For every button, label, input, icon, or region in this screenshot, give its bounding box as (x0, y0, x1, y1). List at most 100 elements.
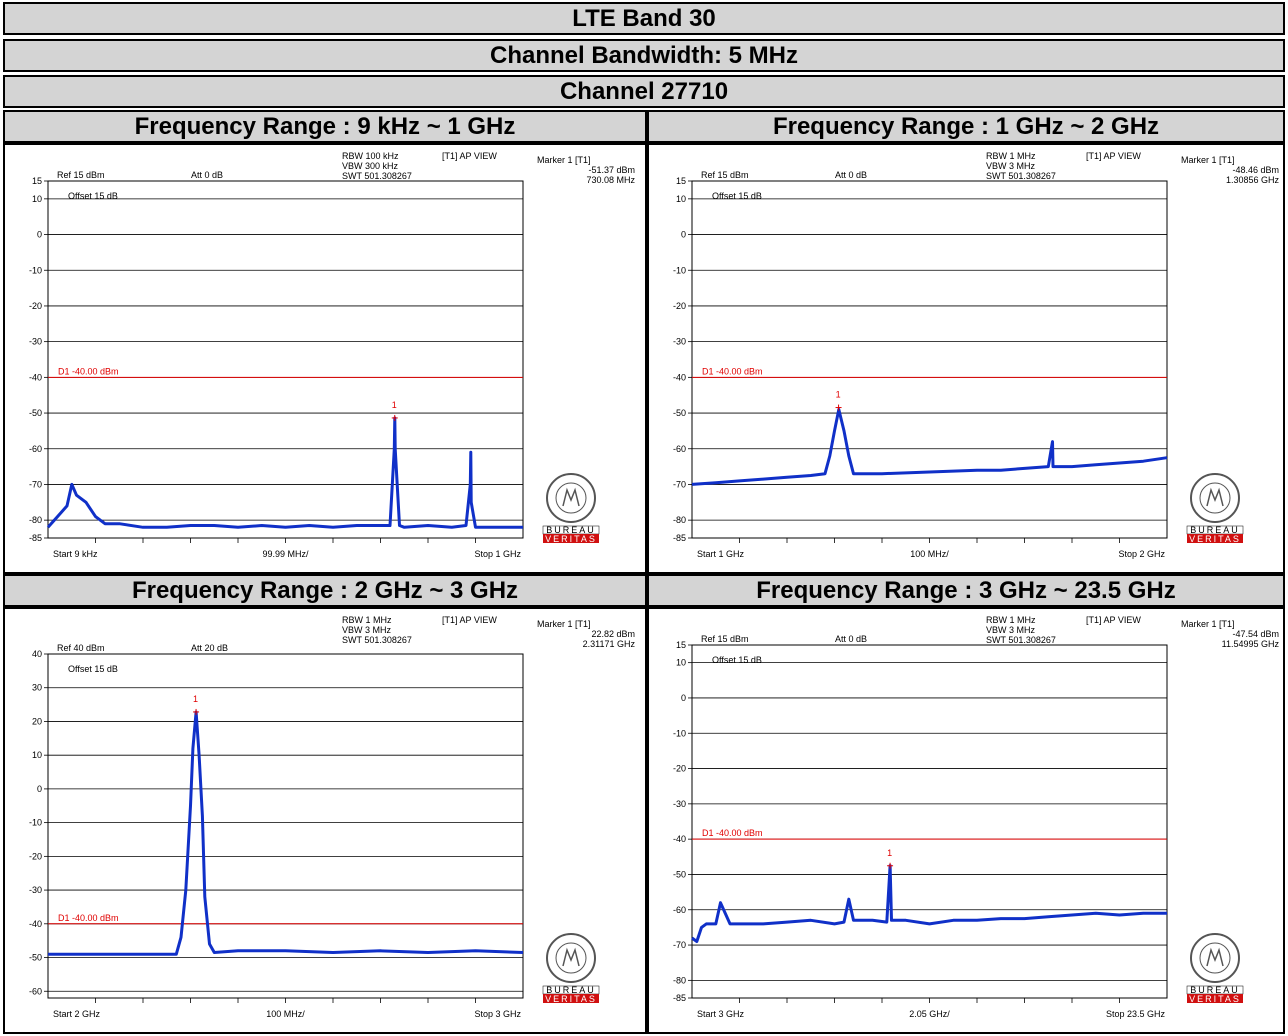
stop-label: Stop 23.5 GHz (1106, 1009, 1166, 1019)
marker-number: 1 (887, 848, 892, 858)
start-label: Start 3 GHz (697, 1009, 745, 1019)
logo-bureau-text: BUREAU (1190, 525, 1240, 535)
swt-label: SWT 501.308267 (342, 635, 412, 645)
vbw-label: VBW 300 kHz (342, 161, 399, 171)
start-label: Start 9 kHz (53, 549, 98, 559)
y-tick-label: -60 (673, 444, 686, 454)
ref-level-label: Ref 40 dBm (57, 643, 105, 653)
y-tick-label: -50 (673, 869, 686, 879)
y-tick-label: -20 (29, 301, 42, 311)
vbw-label: VBW 3 MHz (986, 161, 1036, 171)
spectrum-panel-4: RBW 1 MHz VBW 3 MHz SWT 501.308267 [T1] AP … (647, 607, 1285, 1034)
y-tick-label: -10 (29, 265, 42, 275)
logo-emblem (1206, 947, 1224, 967)
y-tick-label: -30 (673, 799, 686, 809)
span-label: 99.99 MHz/ (262, 549, 309, 559)
y-tick-label: -60 (29, 986, 42, 996)
logo-bureau-text: BUREAU (546, 985, 596, 995)
marker-level: -51.37 dBm (588, 165, 635, 175)
attenuation-label: Att 0 dB (835, 170, 867, 180)
offset-label: Offset 15 dB (68, 191, 118, 201)
limit-label: D1 -40.00 dBm (58, 913, 119, 923)
start-label: Start 1 GHz (697, 549, 745, 559)
y-tick-label: 40 (32, 649, 42, 659)
trace-line (691, 864, 1167, 943)
ref-level-label: Ref 15 dBm (701, 170, 749, 180)
marker-number: 1 (193, 694, 198, 704)
logo-bureau-text: BUREAU (546, 525, 596, 535)
logo-veritas-bar (1187, 534, 1243, 543)
limit-label: D1 -40.00 dBm (702, 828, 763, 838)
y-tick-label: -20 (673, 301, 686, 311)
stop-label: Stop 3 GHz (474, 1009, 521, 1019)
spectrum-panel-1: RBW 100 kHz VBW 300 kHz SWT 501.308267 [T1]… (3, 143, 647, 574)
marker-number: 1 (836, 390, 841, 400)
y-tick-label: 0 (37, 230, 42, 240)
logo-emblem (1206, 487, 1224, 507)
offset-label: Offset 15 dB (712, 191, 762, 201)
logo-veritas-text: VERITAS (1189, 534, 1241, 544)
y-tick-label: -60 (673, 905, 686, 915)
attenuation-label: Att 20 dB (191, 643, 228, 653)
logo-emblem (562, 487, 580, 507)
y-tick-label: -80 (673, 975, 686, 985)
vbw-label: VBW 3 MHz (342, 625, 392, 635)
offset-label: Offset 15 dB (68, 664, 118, 674)
y-tick-label: -10 (673, 265, 686, 275)
trace-label: [T1] AP VIEW (442, 151, 497, 161)
y-tick-label: -80 (29, 515, 42, 525)
y-tick-label: -70 (673, 479, 686, 489)
stop-label: Stop 2 GHz (1118, 549, 1165, 559)
limit-label: D1 -40.00 dBm (58, 366, 119, 376)
span-label: 100 MHz/ (910, 549, 949, 559)
rbw-label: RBW 1 MHz (986, 615, 1036, 625)
rbw-label: RBW 100 kHz (342, 151, 399, 161)
marker-frequency: 11.54995 GHz (1222, 639, 1280, 649)
marker-info-label: Marker 1 [T1] (537, 155, 591, 165)
y-tick-label: 10 (32, 194, 42, 204)
swt-label: SWT 501.308267 (986, 635, 1056, 645)
marker-frequency: 730.08 MHz (586, 175, 635, 185)
trace-line (48, 710, 524, 956)
y-tick-label: -85 (673, 993, 686, 1003)
trace-label: [T1] AP VIEW (1086, 151, 1141, 161)
marker-info-label: Marker 1 [T1] (1181, 155, 1235, 165)
y-tick-label: -50 (29, 953, 42, 963)
stop-label: Stop 1 GHz (474, 549, 521, 559)
y-tick-label: -10 (29, 818, 42, 828)
attenuation-label: Att 0 dB (191, 170, 223, 180)
y-tick-label: 10 (676, 658, 686, 668)
y-tick-label: -70 (29, 479, 42, 489)
y-tick-label: -30 (29, 885, 42, 895)
logo-veritas-bar (543, 994, 599, 1003)
marker-level: 22.82 dBm (591, 629, 635, 639)
y-tick-label: -40 (29, 919, 42, 929)
y-tick-label: 0 (37, 784, 42, 794)
y-tick-label: 15 (32, 176, 42, 186)
offset-label: Offset 15 dB (712, 655, 762, 665)
y-tick-label: 30 (32, 683, 42, 693)
y-tick-label: 0 (681, 693, 686, 703)
y-tick-label: -10 (673, 728, 686, 738)
marker-level: -47.54 dBm (1232, 629, 1279, 639)
band-title: LTE Band 30 (3, 2, 1285, 35)
y-tick-label: -30 (29, 337, 42, 347)
y-tick-label: -20 (29, 851, 42, 861)
logo-veritas-text: VERITAS (545, 994, 597, 1004)
y-tick-label: 15 (676, 176, 686, 186)
panel-title-3: Frequency Range : 2 GHz ~ 3 GHz (3, 574, 647, 607)
panel-title-4: Frequency Range : 3 GHz ~ 23.5 GHz (647, 574, 1285, 607)
ref-level-label: Ref 15 dBm (57, 170, 105, 180)
logo-veritas-bar (543, 534, 599, 543)
marker-number: 1 (392, 400, 397, 410)
y-tick-label: -40 (673, 372, 686, 382)
marker-level: -48.46 dBm (1232, 165, 1279, 175)
y-tick-label: 20 (32, 716, 42, 726)
logo-veritas-text: VERITAS (545, 534, 597, 544)
